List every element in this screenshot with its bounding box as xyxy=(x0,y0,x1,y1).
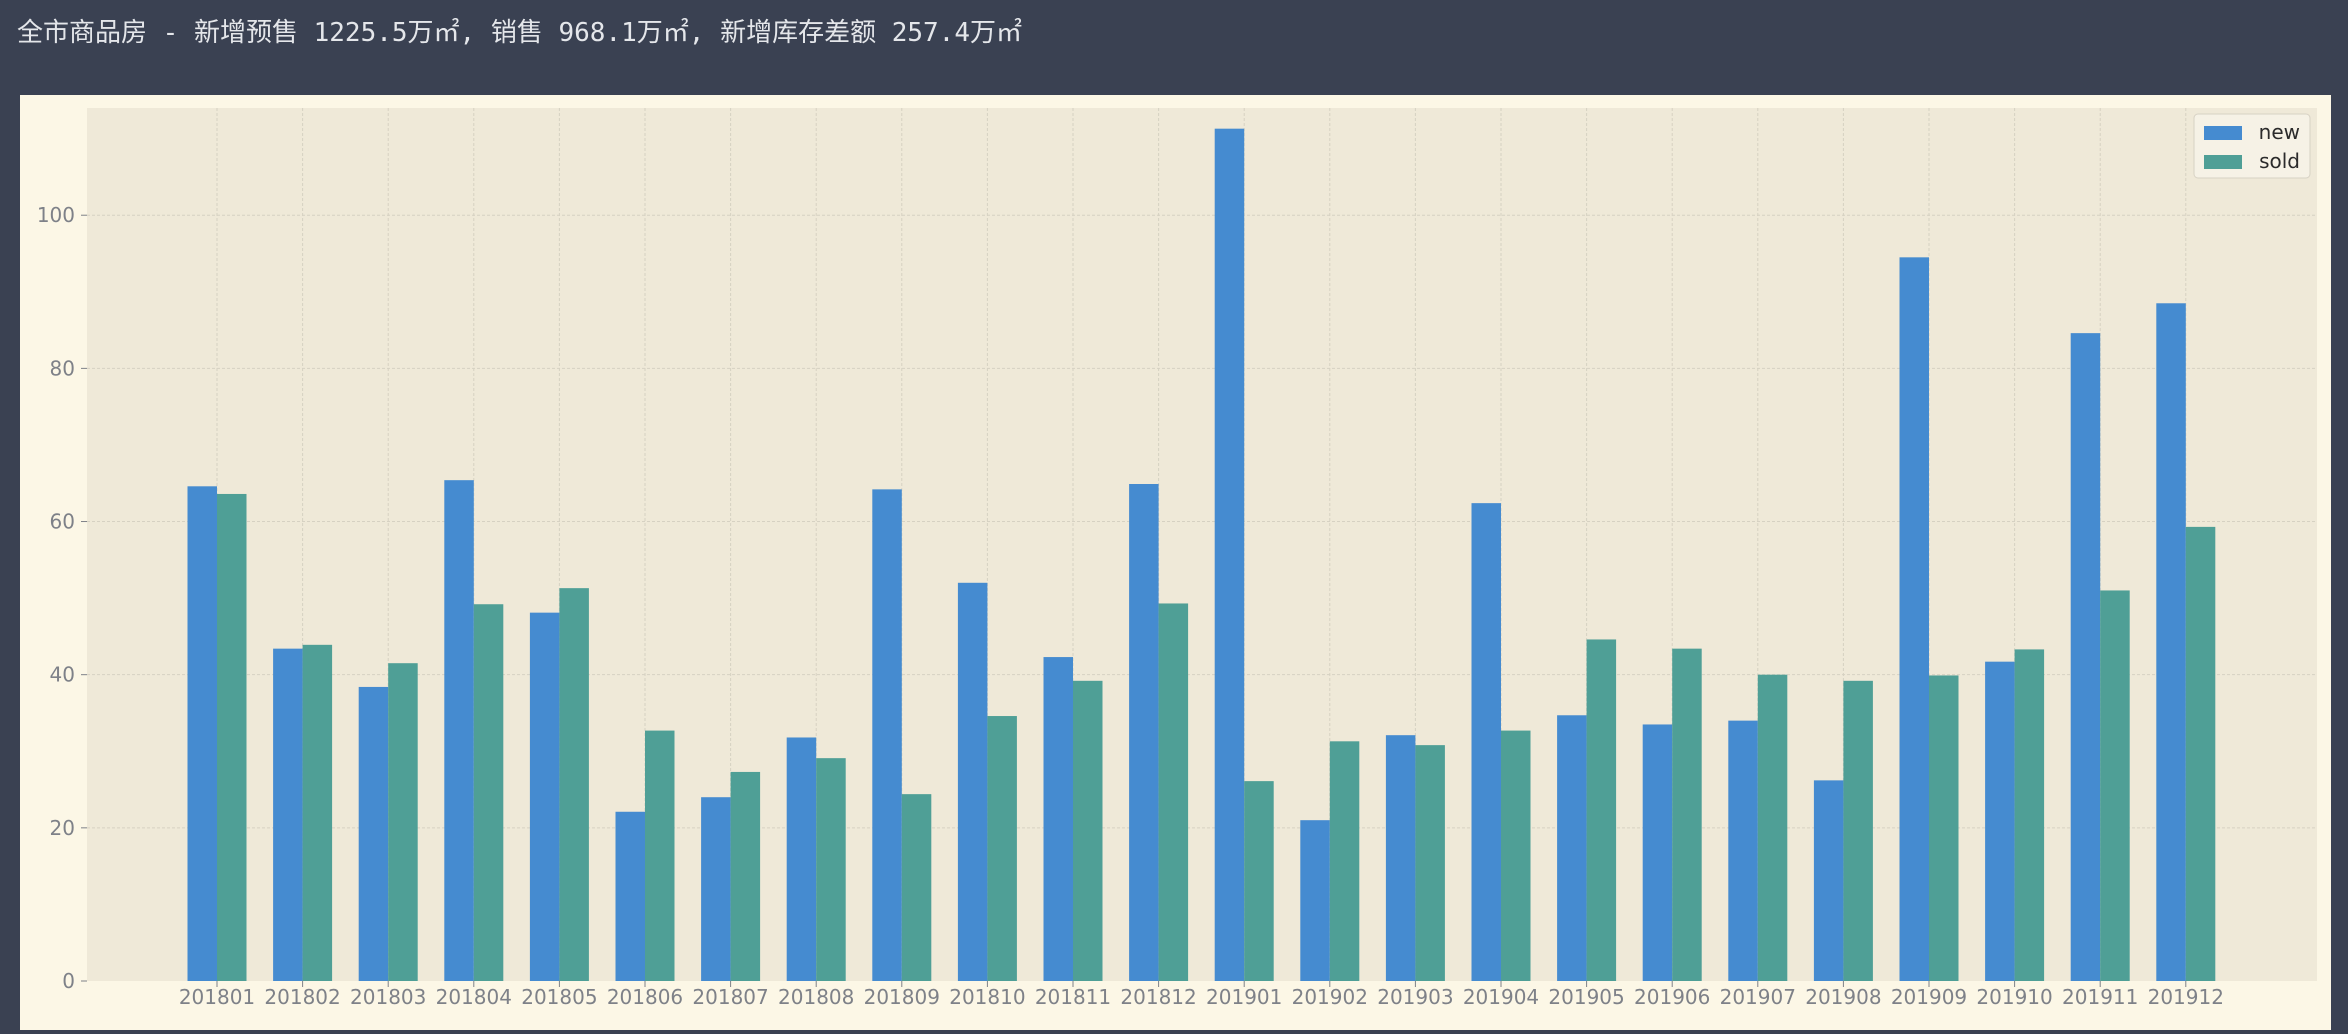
bar-new xyxy=(444,480,474,981)
bar-new xyxy=(1985,661,2015,981)
x-tick-label: 201812 xyxy=(1120,985,1196,1009)
bar-new xyxy=(1043,657,1073,981)
legend-label-sold: sold xyxy=(2259,149,2300,173)
bar-sold xyxy=(901,794,932,981)
bar-sold xyxy=(1501,730,1531,981)
bar-sold xyxy=(1329,741,1360,981)
bar-sold xyxy=(1415,745,1445,981)
x-tick-label: 201809 xyxy=(864,985,940,1009)
bar-new xyxy=(1471,503,1501,981)
x-tick-label: 201810 xyxy=(949,985,1025,1009)
bar-sold xyxy=(2185,526,2216,981)
x-tick-label: 201912 xyxy=(2148,985,2224,1009)
bar-new xyxy=(1300,820,1330,981)
y-tick-label: 100 xyxy=(37,203,75,227)
x-tick-label: 201903 xyxy=(1377,985,1453,1009)
bar-new xyxy=(1557,715,1587,981)
x-tick-label: 201910 xyxy=(1976,985,2052,1009)
bars xyxy=(187,128,2216,981)
x-tick-label: 201807 xyxy=(692,985,768,1009)
bar-sold xyxy=(1158,603,1189,981)
x-tick-label: 201904 xyxy=(1463,985,1539,1009)
bar-new xyxy=(1813,780,1844,981)
bar-sold xyxy=(217,493,247,981)
y-tick-label: 80 xyxy=(50,356,75,380)
x-tick-label: 201811 xyxy=(1035,985,1111,1009)
legend: new sold xyxy=(2193,113,2311,179)
bar-sold xyxy=(730,771,761,981)
bar-sold xyxy=(473,604,504,981)
x-tick-label: 201801 xyxy=(179,985,255,1009)
bar-sold xyxy=(1672,648,1702,981)
bar-new xyxy=(187,486,217,981)
bar-sold xyxy=(1929,675,1959,981)
y-tick-label: 0 xyxy=(62,969,75,993)
bar-new xyxy=(1642,724,1673,981)
legend-swatch-sold xyxy=(2204,155,2242,169)
y-tick-label: 60 xyxy=(50,510,75,534)
bar-new xyxy=(957,582,988,981)
bar-sold xyxy=(1757,674,1788,981)
bar-new xyxy=(701,797,731,981)
x-tick-label: 201911 xyxy=(2062,985,2138,1009)
bar-sold xyxy=(302,644,333,981)
page-title: 全市商品房 - 新增预售 1225.5万㎡, 销售 968.1万㎡, 新增库存差… xyxy=(17,18,1022,48)
bar-new xyxy=(273,648,303,981)
bar-new xyxy=(1214,128,1245,981)
x-tick-label: 201803 xyxy=(350,985,426,1009)
bar-sold xyxy=(559,588,589,981)
x-tick-label: 201908 xyxy=(1805,985,1881,1009)
bar-new xyxy=(529,612,560,981)
bar-sold xyxy=(1073,680,1103,981)
x-tick-label: 201906 xyxy=(1634,985,1710,1009)
bar-new xyxy=(1728,720,1758,981)
bar-sold xyxy=(1244,781,1274,981)
bar-sold xyxy=(987,716,1017,981)
x-tick-label: 201909 xyxy=(1891,985,1967,1009)
y-tick-label: 20 xyxy=(50,816,75,840)
bar-new xyxy=(786,737,817,981)
y-tick-label: 40 xyxy=(50,663,75,687)
legend-swatch-new xyxy=(2204,126,2242,140)
bar-new xyxy=(872,489,902,981)
x-tick-label: 201905 xyxy=(1548,985,1624,1009)
bar-new xyxy=(358,686,389,981)
plot-area xyxy=(87,108,2317,981)
x-tick-label: 201901 xyxy=(1206,985,1282,1009)
bar-sold xyxy=(2014,649,2045,981)
bar-new xyxy=(1899,257,1929,981)
x-axis-ticks: 201801 201802 201803 201804 201805 201806 2018… xyxy=(179,981,2224,1009)
bar-new xyxy=(615,811,645,981)
bar-sold xyxy=(1586,639,1617,981)
x-tick-label: 201804 xyxy=(436,985,512,1009)
bar-sold xyxy=(1843,680,1873,981)
x-tick-label: 201808 xyxy=(778,985,854,1009)
legend-label-new: new xyxy=(2259,120,2300,144)
bar-new xyxy=(1129,484,1159,981)
y-axis-ticks: 0 20 40 60 80 100 xyxy=(37,203,87,993)
bar-new xyxy=(1385,735,1416,981)
x-tick-label: 201902 xyxy=(1292,985,1368,1009)
bar-sold xyxy=(2100,590,2130,981)
bar-sold xyxy=(645,730,675,981)
bar-new xyxy=(2070,333,2101,981)
bar-sold xyxy=(816,758,846,981)
x-tick-label: 201802 xyxy=(264,985,340,1009)
x-tick-label: 201806 xyxy=(607,985,683,1009)
x-tick-label: 201907 xyxy=(1720,985,1796,1009)
x-tick-label: 201805 xyxy=(521,985,597,1009)
chart-card: 0 20 40 60 80 100 201801 201802 201803 201804 201… xyxy=(20,95,2331,1030)
bar-new xyxy=(2156,303,2186,981)
bar-sold xyxy=(388,663,418,981)
